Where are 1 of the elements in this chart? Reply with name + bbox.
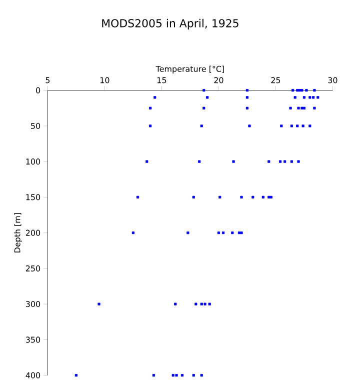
chart-title: MODS2005 in April, 1925 — [102, 18, 238, 30]
